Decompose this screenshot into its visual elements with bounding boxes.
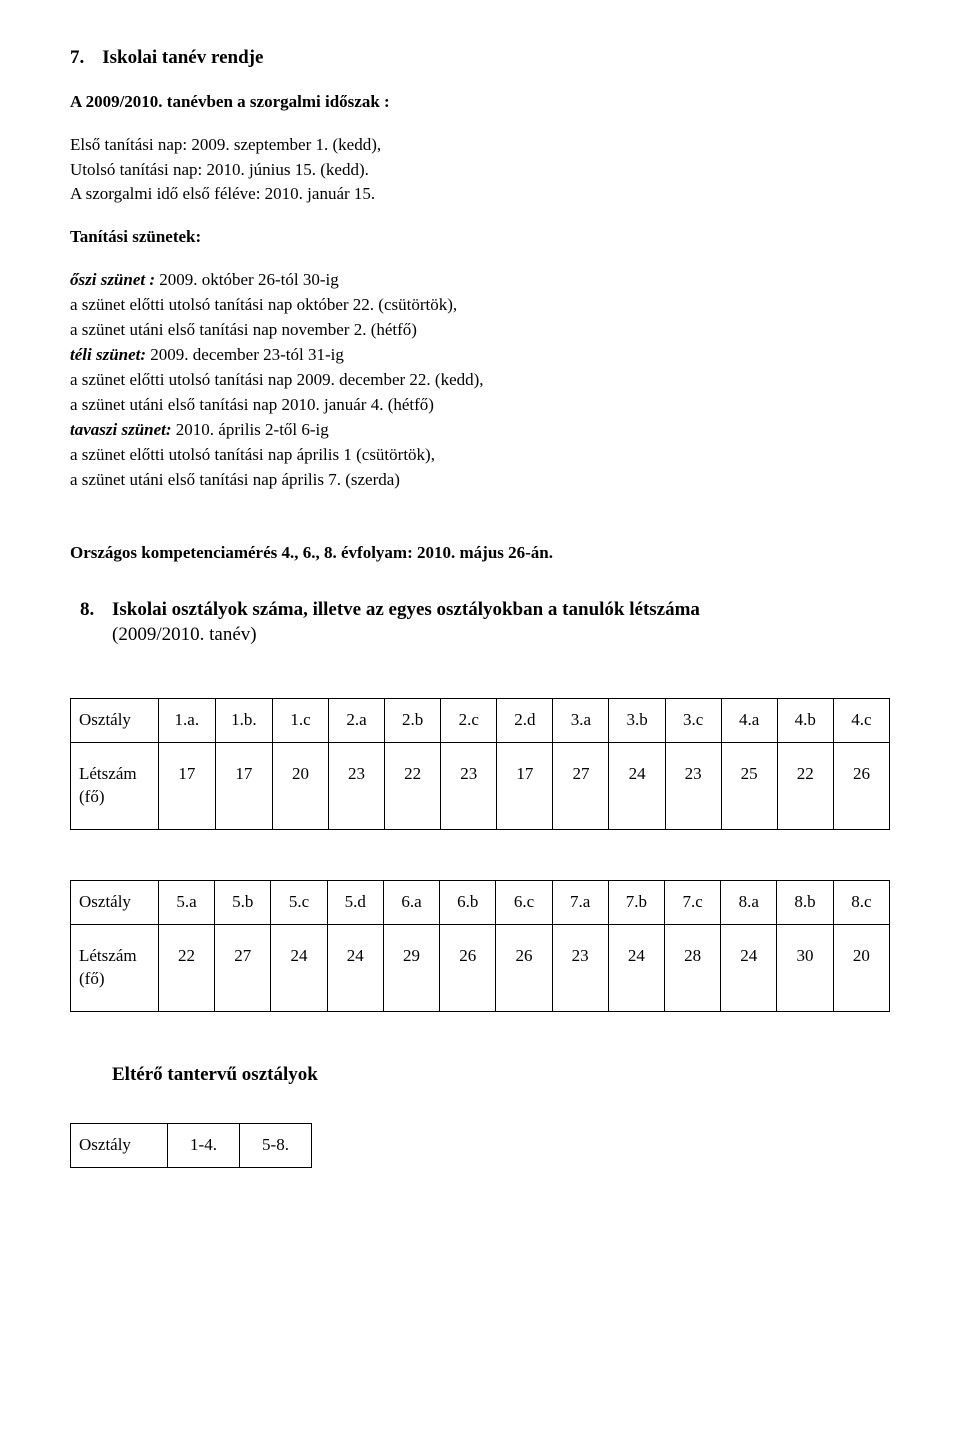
spring-break: tavaszi szünet: 2010. április 2-től 6-ig <box>70 419 890 442</box>
spring-break-value: 2010. április 2-től 6-ig <box>172 420 329 439</box>
table-value-cell: 23 <box>665 742 721 829</box>
divergent-table: Osztály1-4.5-8. <box>70 1123 312 1168</box>
table-header-cell: 2.d <box>497 698 553 742</box>
table-header-cell: 2.c <box>441 698 497 742</box>
table-header-cell: 3.b <box>609 698 665 742</box>
table-header-cell: 5.c <box>271 880 327 924</box>
table-header-cell: 6.c <box>496 880 552 924</box>
class-table-1: Osztály1.a.1.b.1.c2.a2.b2.c2.d3.a3.b3.c4… <box>70 698 890 830</box>
section8-heading-wrap: 8.Iskolai osztályok száma, illetve az eg… <box>70 597 890 648</box>
table-value-cell: 27 <box>553 742 609 829</box>
class-table-2: Osztály5.a5.b5.c5.d6.a6.b6.c7.a7.b7.c8.a… <box>70 880 890 1012</box>
table-value-cell: 17 <box>215 742 272 829</box>
table-header-cell: 7.a <box>552 880 608 924</box>
section7-title: Iskolai tanév rendje <box>102 47 263 68</box>
table-header-cell: 2.a <box>329 698 385 742</box>
table-header-cell: 1.c <box>273 698 329 742</box>
last-teaching-day: Utolsó tanítási nap: 2010. június 15. (k… <box>70 159 890 182</box>
page: 7. Iskolai tanév rendje A 2009/2010. tané… <box>0 0 960 1448</box>
spring-break-before: a szünet előtti utolsó tanítási nap ápri… <box>70 444 890 467</box>
table-header-cell: 8.c <box>833 880 889 924</box>
table-value-cell: 23 <box>552 924 608 1011</box>
table-header-cell: 4.a <box>721 698 777 742</box>
table-value-cell: 26 <box>440 924 496 1011</box>
table-value-cell: 26 <box>833 742 889 829</box>
autumn-break-after: a szünet utáni első tanítási nap novembe… <box>70 319 890 342</box>
table-header-cell: 6.a <box>383 880 439 924</box>
table-value-cell: 25 <box>721 742 777 829</box>
table-value-cell: 30 <box>777 924 833 1011</box>
first-teaching-day: Első tanítási nap: 2009. szeptember 1. (… <box>70 134 890 157</box>
table-header-cell: 5.d <box>327 880 383 924</box>
table-value-cell: 23 <box>441 742 497 829</box>
section8-title: Iskolai osztályok száma, illetve az egye… <box>112 599 700 620</box>
section8-heading: 8.Iskolai osztályok száma, illetve az eg… <box>112 597 890 623</box>
winter-break-before: a szünet előtti utolsó tanítási nap 2009… <box>70 369 890 392</box>
table-value-cell: 24 <box>721 924 777 1011</box>
winter-break-value: 2009. december 23-tól 31-ig <box>146 345 344 364</box>
table-value-cell: 28 <box>665 924 721 1011</box>
breaks-heading: Tanítási szünetek: <box>70 226 890 249</box>
table-value-cell: 22 <box>158 924 214 1011</box>
section8-number: 8. <box>80 597 112 623</box>
winter-break: téli szünet: 2009. december 23-tól 31-ig <box>70 344 890 367</box>
table-value-cell: 24 <box>609 742 665 829</box>
spring-break-label: tavaszi szünet: <box>70 420 172 439</box>
table-header-cell: 1-4. <box>168 1124 240 1168</box>
table-header-cell: 5-8. <box>240 1124 312 1168</box>
table-row-label: Osztály <box>71 1124 168 1168</box>
table-header-cell: 1.b. <box>215 698 272 742</box>
table-header-cell: 2.b <box>385 698 441 742</box>
table-header-cell: 7.c <box>665 880 721 924</box>
table-value-cell: 22 <box>777 742 833 829</box>
table-value-cell: 17 <box>158 742 215 829</box>
table-header-cell: 8.b <box>777 880 833 924</box>
section7-subtitle: A 2009/2010. tanévben a szorgalmi idősza… <box>70 91 890 114</box>
spring-break-after: a szünet utáni első tanítási nap április… <box>70 469 890 492</box>
winter-break-after: a szünet utáni első tanítási nap 2010. j… <box>70 394 890 417</box>
autumn-break-value: 2009. október 26-tól 30-ig <box>155 270 339 289</box>
table-header-cell: 8.a <box>721 880 777 924</box>
table-value-cell: 17 <box>497 742 553 829</box>
section7-heading: 7. Iskolai tanév rendje <box>70 45 890 71</box>
table-header-cell: 6.b <box>440 880 496 924</box>
table-header-cell: 1.a. <box>158 698 215 742</box>
table-value-cell: 24 <box>608 924 664 1011</box>
section7-number: 7. <box>70 45 84 71</box>
table-header-cell: 7.b <box>608 880 664 924</box>
table-row-label: Osztály <box>71 880 159 924</box>
table-header-cell: 5.b <box>215 880 271 924</box>
table-value-cell: 23 <box>329 742 385 829</box>
table-header-cell: 5.a <box>158 880 214 924</box>
table-value-cell: 24 <box>327 924 383 1011</box>
table-value-cell: 26 <box>496 924 552 1011</box>
table-value-cell: 29 <box>383 924 439 1011</box>
winter-break-label: téli szünet: <box>70 345 146 364</box>
first-half-year: A szorgalmi idő első féléve: 2010. januá… <box>70 183 890 206</box>
autumn-break-before: a szünet előtti utolsó tanítási nap októ… <box>70 294 890 317</box>
table-value-cell: 24 <box>271 924 327 1011</box>
competence-measurement: Országos kompetenciamérés 4., 6., 8. évf… <box>70 542 890 565</box>
table-row-label: Osztály <box>71 698 159 742</box>
table-header-cell: 3.c <box>665 698 721 742</box>
table-value-cell: 20 <box>833 924 889 1011</box>
table-value-cell: 20 <box>273 742 329 829</box>
table-header-cell: 3.a <box>553 698 609 742</box>
table-header-cell: 4.b <box>777 698 833 742</box>
table-row-label: Létszám (fő) <box>71 742 159 829</box>
table-row-label: Létszám (fő) <box>71 924 159 1011</box>
table-value-cell: 27 <box>215 924 271 1011</box>
divergent-heading: Eltérő tantervű osztályok <box>70 1062 890 1088</box>
autumn-break: őszi szünet : 2009. október 26-tól 30-ig <box>70 269 890 292</box>
section8-subtitle: (2009/2010. tanév) <box>112 622 890 648</box>
table-header-cell: 4.c <box>833 698 889 742</box>
autumn-break-label: őszi szünet : <box>70 270 155 289</box>
table-value-cell: 22 <box>385 742 441 829</box>
